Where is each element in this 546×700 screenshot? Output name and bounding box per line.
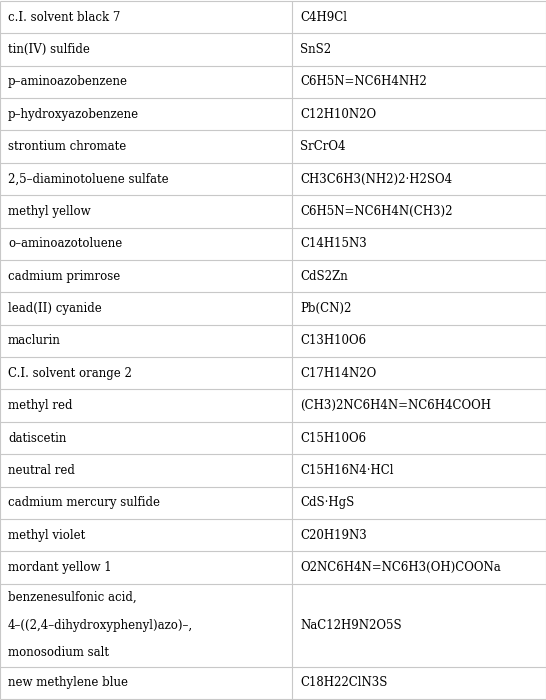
Text: 2,5–diaminotoluene sulfate: 2,5–diaminotoluene sulfate (8, 172, 169, 186)
Text: datiscetin: datiscetin (8, 431, 67, 444)
Text: C14H15N3: C14H15N3 (300, 237, 367, 251)
Text: benzenesulfonic acid,: benzenesulfonic acid, (8, 591, 136, 604)
Text: SnS2: SnS2 (300, 43, 331, 56)
Text: NaC12H9N2O5S: NaC12H9N2O5S (300, 619, 402, 631)
Text: methyl violet: methyl violet (8, 528, 85, 542)
Text: C15H10O6: C15H10O6 (300, 431, 366, 444)
Text: new methylene blue: new methylene blue (8, 676, 128, 690)
Text: CdS·HgS: CdS·HgS (300, 496, 354, 510)
Text: (CH3)2NC6H4N=NC6H4COOH: (CH3)2NC6H4N=NC6H4COOH (300, 399, 491, 412)
Text: C6H5N=NC6H4N(CH3)2: C6H5N=NC6H4N(CH3)2 (300, 205, 453, 218)
Text: methyl yellow: methyl yellow (8, 205, 91, 218)
Text: maclurin: maclurin (8, 335, 61, 347)
Text: strontium chromate: strontium chromate (8, 140, 126, 153)
Text: C12H10N2O: C12H10N2O (300, 108, 376, 121)
Text: p–hydroxyazobenzene: p–hydroxyazobenzene (8, 108, 139, 121)
Text: C15H16N4·HCl: C15H16N4·HCl (300, 464, 394, 477)
Text: 4–((2,4–dihydroxyphenyl)azo)–,: 4–((2,4–dihydroxyphenyl)azo)–, (8, 619, 193, 631)
Text: O2NC6H4N=NC6H3(OH)COONa: O2NC6H4N=NC6H3(OH)COONa (300, 561, 501, 574)
Text: CdS2Zn: CdS2Zn (300, 270, 348, 283)
Text: CH3C6H3(NH2)2·H2SO4: CH3C6H3(NH2)2·H2SO4 (300, 172, 452, 186)
Text: monosodium salt: monosodium salt (8, 646, 109, 659)
Text: o–aminoazotoluene: o–aminoazotoluene (8, 237, 122, 251)
Text: Pb(CN)2: Pb(CN)2 (300, 302, 352, 315)
Text: C.I. solvent orange 2: C.I. solvent orange 2 (8, 367, 132, 380)
Text: neutral red: neutral red (8, 464, 75, 477)
Text: tin(IV) sulfide: tin(IV) sulfide (8, 43, 90, 56)
Text: C4H9Cl: C4H9Cl (300, 10, 347, 24)
Text: C17H14N2O: C17H14N2O (300, 367, 376, 380)
Text: mordant yellow 1: mordant yellow 1 (8, 561, 111, 574)
Text: p–aminoazobenzene: p–aminoazobenzene (8, 76, 128, 88)
Text: lead(II) cyanide: lead(II) cyanide (8, 302, 102, 315)
Text: C13H10O6: C13H10O6 (300, 335, 366, 347)
Text: SrCrO4: SrCrO4 (300, 140, 346, 153)
Text: C18H22ClN3S: C18H22ClN3S (300, 676, 388, 690)
Text: C6H5N=NC6H4NH2: C6H5N=NC6H4NH2 (300, 76, 427, 88)
Text: c.I. solvent black 7: c.I. solvent black 7 (8, 10, 120, 24)
Text: cadmium mercury sulfide: cadmium mercury sulfide (8, 496, 160, 510)
Text: cadmium primrose: cadmium primrose (8, 270, 120, 283)
Text: methyl red: methyl red (8, 399, 73, 412)
Text: C20H19N3: C20H19N3 (300, 528, 367, 542)
